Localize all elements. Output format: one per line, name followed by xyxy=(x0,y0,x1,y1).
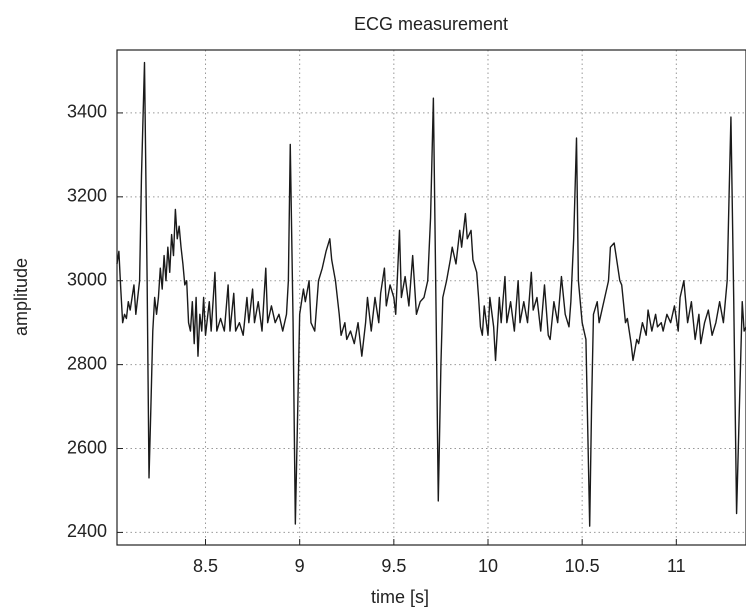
chart-title: ECG measurement xyxy=(354,14,508,34)
y-axis-label: amplitude xyxy=(11,258,31,336)
x-tick-label: 10 xyxy=(478,556,498,576)
x-axis-label: time [s] xyxy=(371,587,429,607)
y-tick-label: 3000 xyxy=(67,269,107,289)
x-tick-label: 9 xyxy=(295,556,305,576)
y-tick-label: 3400 xyxy=(67,102,107,122)
ecg-line xyxy=(116,61,746,527)
x-tick-label: 10.5 xyxy=(565,556,600,576)
plot-frame xyxy=(116,49,746,546)
y-tick-label: 2600 xyxy=(67,437,107,457)
x-tick-label: 8.5 xyxy=(193,556,218,576)
x-tick-label: 11 xyxy=(667,556,686,576)
x-tick-label: 9.5 xyxy=(381,556,406,576)
y-tick-label: 2400 xyxy=(67,521,107,541)
y-tick-label: 2800 xyxy=(67,353,107,373)
y-tick-label: 3200 xyxy=(67,186,107,206)
